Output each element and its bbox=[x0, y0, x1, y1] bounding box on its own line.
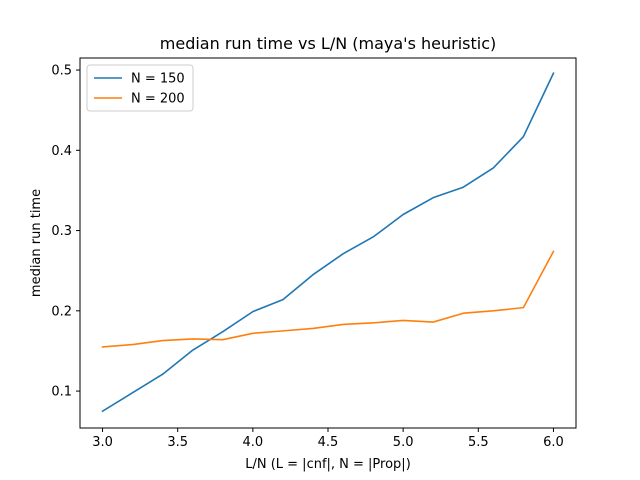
y-axis: 0.1 0.2 0.3 0.4 0.5 bbox=[51, 64, 80, 400]
y-tick-label: 0.4 bbox=[51, 144, 72, 159]
series-line-0 bbox=[101, 72, 555, 413]
plot-area bbox=[101, 72, 555, 413]
x-tick-label: 6.0 bbox=[543, 435, 564, 450]
legend-box bbox=[86, 64, 194, 112]
x-tick-label: 5.5 bbox=[468, 435, 489, 450]
y-tick-label: 0.5 bbox=[51, 64, 72, 79]
x-tick-label: 3.0 bbox=[92, 435, 113, 450]
x-tick-label: 5.0 bbox=[393, 435, 414, 450]
legend: N = 150 N = 200 bbox=[86, 64, 194, 112]
y-axis-label: median run time bbox=[29, 189, 44, 297]
x-tick-label: 3.5 bbox=[167, 435, 188, 450]
x-tick-label: 4.0 bbox=[243, 435, 264, 450]
plot-frame bbox=[79, 57, 577, 429]
y-tick-label: 0.1 bbox=[51, 385, 72, 400]
series-line-1 bbox=[101, 250, 555, 348]
x-tick-label: 4.5 bbox=[318, 435, 339, 450]
legend-label-0: N = 150 bbox=[131, 72, 185, 87]
y-tick-label: 0.3 bbox=[51, 224, 72, 239]
chart-title: median run time vs L/N (maya's heuristic… bbox=[160, 34, 496, 53]
legend-label-1: N = 200 bbox=[131, 92, 185, 107]
x-axis: 3.0 3.5 4.0 4.5 5.0 5.5 6.0 bbox=[92, 428, 564, 450]
y-tick-label: 0.2 bbox=[51, 304, 72, 319]
x-axis-label: L/N (L = |cnf|, N = |Prop|) bbox=[245, 457, 411, 472]
